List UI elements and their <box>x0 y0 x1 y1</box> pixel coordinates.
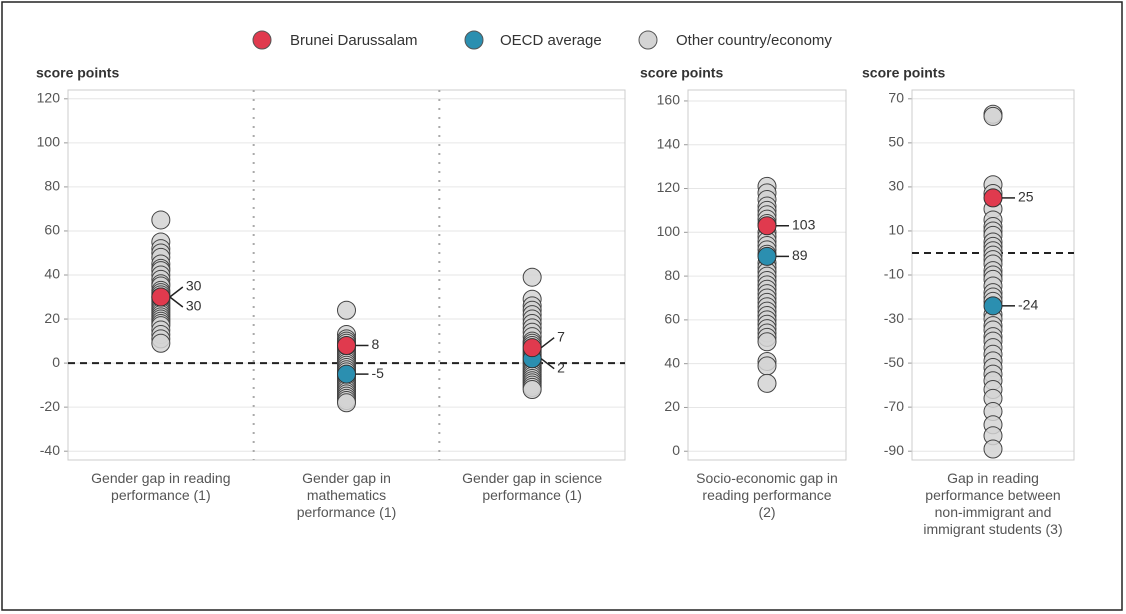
leader-line <box>540 358 555 370</box>
other-point <box>522 380 542 400</box>
y-tick-label: 60 <box>664 311 680 327</box>
y-tick-label: 40 <box>664 354 680 370</box>
y-tick-label: 30 <box>888 178 904 194</box>
other-point <box>757 332 777 352</box>
x-tick-label: Gender gap in mathematics performance (1… <box>296 470 397 520</box>
y-tick-label: 20 <box>664 398 680 414</box>
y-tick-label: 100 <box>657 223 681 239</box>
y-tick-label: -20 <box>40 398 60 414</box>
highlight-point <box>757 246 777 266</box>
other-point <box>757 373 777 393</box>
y-tick-label: -40 <box>40 442 60 458</box>
plot-border <box>911 89 1075 461</box>
y-tick-label: -90 <box>884 442 904 458</box>
y-tick-label: 80 <box>44 178 60 194</box>
data-label: 7 <box>557 328 565 344</box>
highlight-point <box>983 296 1003 316</box>
y-tick-label: 60 <box>44 222 60 238</box>
other-point <box>337 300 356 320</box>
leader-line <box>169 296 184 308</box>
data-label: 30 <box>186 278 202 294</box>
y-tick-label: 0 <box>52 354 60 370</box>
other-point <box>757 356 777 376</box>
y-tick-label: -10 <box>884 266 904 282</box>
legend-marker <box>638 30 658 50</box>
legend-marker <box>252 30 272 50</box>
highlight-point <box>337 335 356 355</box>
x-tick-label: Gender gap in science performance (1) <box>462 470 603 503</box>
other-point <box>522 267 542 287</box>
data-label: 30 <box>186 298 202 314</box>
y-tick-label: 120 <box>657 179 681 195</box>
y-tick-label: 10 <box>888 222 904 238</box>
x-tick-label: Gender gap in reading performance (1) <box>91 470 231 503</box>
y-tick-label: 20 <box>44 310 60 326</box>
y-tick-label: -70 <box>884 398 904 414</box>
y-tick-label: -30 <box>884 310 904 326</box>
legend-label: Brunei Darussalam <box>290 32 418 49</box>
other-point <box>151 210 171 230</box>
y-tick-label: 50 <box>888 134 904 150</box>
legend-marker <box>464 30 484 50</box>
plot-border <box>687 89 847 461</box>
y-tick-label: 100 <box>37 134 61 150</box>
other-point <box>983 439 1003 459</box>
highlight-point <box>983 188 1003 208</box>
other-point <box>337 393 356 413</box>
highlight-point <box>151 287 171 307</box>
data-label: -24 <box>1018 297 1038 313</box>
plot-border <box>67 89 626 461</box>
highlight-point <box>522 338 542 358</box>
other-point <box>983 106 1003 126</box>
y-axis-label: score points <box>862 65 945 81</box>
legend-label: Other country/economy <box>676 32 832 49</box>
data-label: 8 <box>372 336 380 352</box>
leader-line <box>540 337 555 349</box>
y-axis-label: score points <box>36 65 119 81</box>
legend-label: OECD average <box>500 32 602 49</box>
x-tick-label: Socio-economic gap in reading performanc… <box>696 470 838 520</box>
highlight-point <box>757 216 777 236</box>
y-tick-label: 80 <box>664 267 680 283</box>
y-axis-label: score points <box>640 65 723 81</box>
data-label: -5 <box>372 365 385 381</box>
x-tick-label: Gap in reading performance between non-i… <box>923 470 1063 537</box>
y-tick-label: 160 <box>657 92 681 108</box>
other-point <box>151 333 171 353</box>
data-label: 89 <box>792 247 808 263</box>
y-tick-label: 0 <box>672 442 680 458</box>
y-tick-label: -50 <box>884 354 904 370</box>
y-tick-label: 70 <box>888 90 904 106</box>
y-tick-label: 40 <box>44 266 60 282</box>
leader-line <box>169 286 184 298</box>
highlight-point <box>337 364 356 384</box>
y-tick-label: 140 <box>657 135 681 151</box>
data-label: 103 <box>792 216 816 232</box>
y-tick-label: 120 <box>37 90 61 106</box>
data-label: 25 <box>1018 189 1034 205</box>
data-label: 2 <box>557 359 565 375</box>
